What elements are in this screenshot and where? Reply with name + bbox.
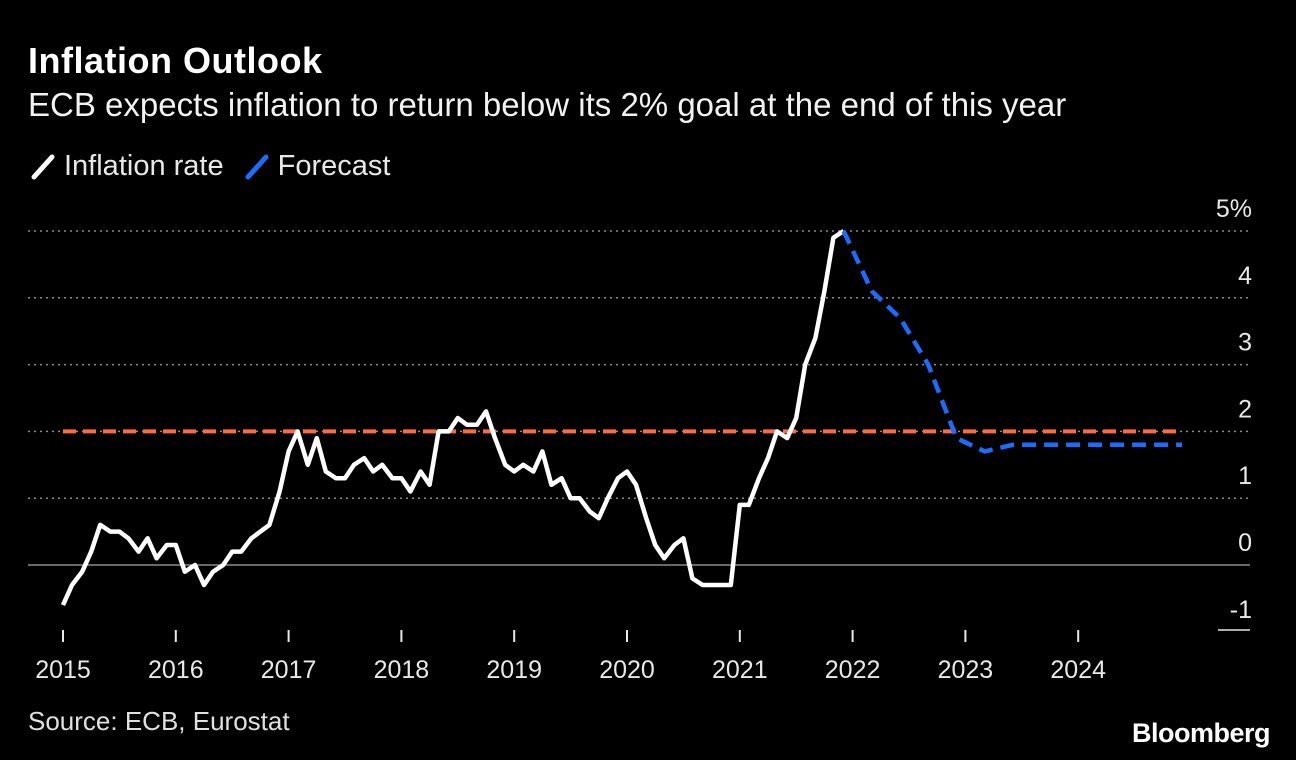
- source-note: Source: ECB, Eurostat: [28, 706, 290, 736]
- y-tick-label: 1: [1238, 462, 1252, 490]
- legend: Inflation rate Forecast: [30, 150, 410, 183]
- x-tick-label: 2023: [938, 656, 994, 684]
- legend-item-forecast: Forecast: [244, 150, 391, 183]
- y-tick-label: 3: [1238, 329, 1252, 357]
- legend-swatch-dashed-icon: [245, 154, 269, 179]
- chart-subtitle: ECB expects inflation to return below it…: [28, 86, 1067, 123]
- x-tick-label: 2019: [486, 656, 542, 684]
- series-line-forecast: [841, 230, 1182, 454]
- legend-label-forecast: Forecast: [277, 150, 391, 182]
- legend-item-inflation-rate: Inflation rate: [30, 150, 224, 183]
- x-tick-label: 2017: [261, 656, 317, 684]
- series-line-inflation-rate: [60, 229, 845, 607]
- x-tick-label: 2020: [599, 656, 655, 684]
- x-tick-label: 2022: [825, 656, 881, 684]
- x-tick-label: 2016: [148, 656, 204, 684]
- x-tick-label: 2015: [35, 656, 91, 684]
- chart-title: Inflation Outlook: [28, 40, 323, 81]
- legend-swatch-solid-icon: [31, 154, 55, 179]
- x-tick-label: 2024: [1050, 656, 1106, 684]
- y-tick-label: 5%: [1216, 195, 1252, 223]
- legend-label-inflation-rate: Inflation rate: [64, 150, 224, 182]
- y-tick-label: 0: [1238, 529, 1252, 557]
- bloomberg-logo: Bloomberg: [1131, 718, 1271, 748]
- x-tick-label: 2021: [712, 656, 768, 684]
- x-tick-label: 2018: [374, 656, 430, 684]
- y-tick-label: -1: [1230, 596, 1252, 624]
- y-tick-label: 4: [1238, 262, 1252, 290]
- y-tick-label: 2: [1238, 395, 1252, 423]
